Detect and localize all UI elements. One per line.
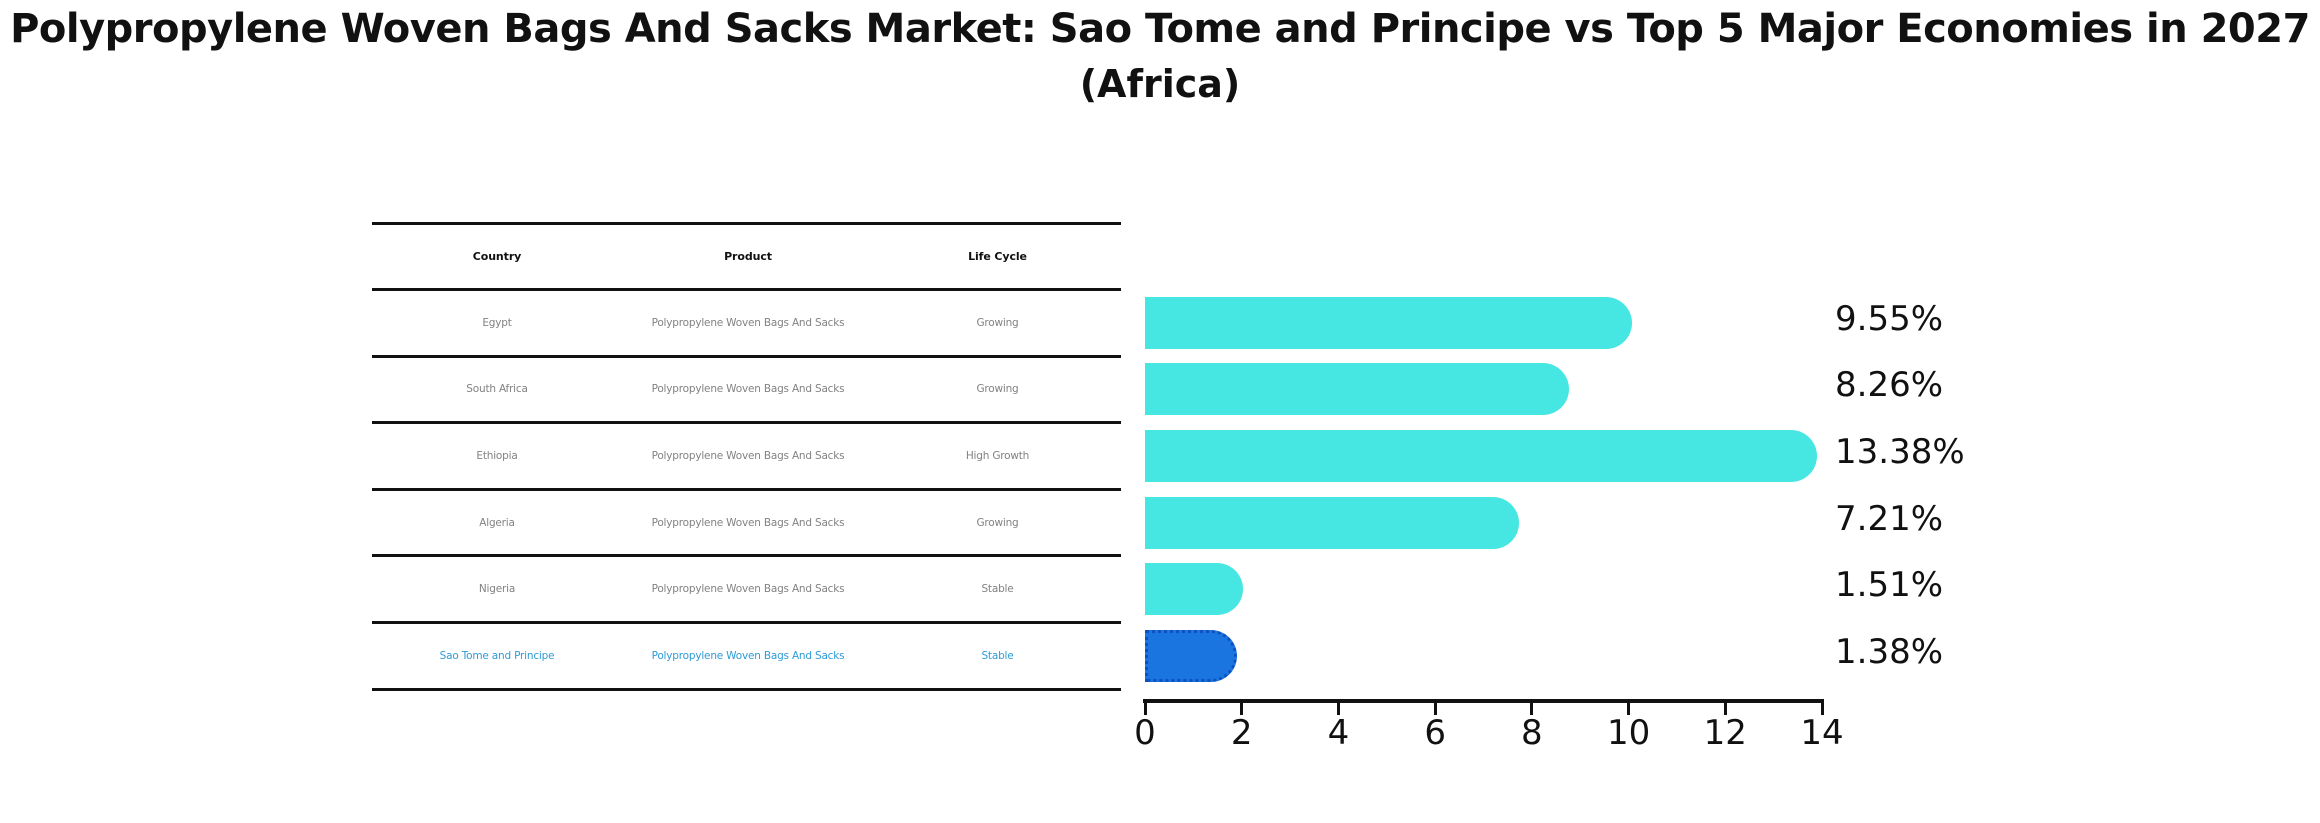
x-axis-tick [1530,703,1534,715]
table-cell: High Growth [965,449,1030,462]
table-row: Ethiopia Polypropylene Woven Bags And Sac… [372,423,1121,490]
table-cell: Polypropylene Woven Bags And Sacks [651,649,845,662]
x-axis-tick-label: 12 [1703,713,1747,753]
x-axis-tick-label: 8 [1521,713,1543,753]
bar-egypt [1145,296,1632,349]
table-cell: Nigeria [478,583,516,596]
chart-title: Polypropylene Woven Bags And Sacks Marke… [10,6,2310,52]
value-label: 7.21% [1835,498,1944,539]
table-cell: Stable [981,583,1014,596]
table-cell: Growing [976,316,1019,329]
x-axis-tick [1433,703,1437,715]
x-axis-tick [1723,703,1727,715]
table-cell: Growing [976,516,1019,529]
table-divider-line [372,554,1121,558]
comparison-table: Country Product Life Cycle Egypt Polypropyle… [372,221,1121,691]
table-divider-line [372,221,1121,225]
table-divider-line [372,487,1121,491]
table-header-cell: Product [724,249,772,263]
value-label: 8.26% [1835,365,1944,406]
table-cell: Algeria [479,516,515,529]
bar-ethiopia [1145,430,1818,482]
table-header-cell: Country [472,249,522,263]
value-label: 1.38% [1835,631,1944,672]
table-row: Nigeria Polypropylene Woven Bags And Sack… [372,556,1121,623]
x-axis-tick-label: 14 [1800,713,1844,753]
x-axis-tick-label: 0 [1134,713,1156,753]
x-axis-tick [1336,703,1340,715]
bar-nigeria [1145,563,1244,616]
table-cell: Polypropylene Woven Bags And Sacks [651,516,845,529]
table-cell: South Africa [466,383,528,396]
table-divider-line [372,620,1121,624]
bar-sao-tome-highlight [1145,629,1237,682]
table-header-row: Country Product Life Cycle [372,223,1121,290]
table-row-highlighted: Sao Tome and Principe Polypropylene Woven… [372,622,1121,689]
table-row: Egypt Polypropylene Woven Bags And Sacks G… [372,290,1121,357]
table-cell: Growing [976,383,1019,396]
table-divider-line [372,288,1121,292]
table-cell: Ethiopia [476,449,518,462]
x-axis-tick [1143,703,1147,715]
x-axis-tick-label: 4 [1327,713,1350,753]
x-axis-tick-label: 10 [1606,713,1651,753]
bar-south-africa [1145,363,1570,416]
table-cell: Polypropylene Woven Bags And Sacks [651,449,845,462]
x-axis-tick-label: 2 [1230,713,1253,753]
chart-subtitle: (Africa) [1079,62,1241,106]
x-axis [1143,699,1825,703]
x-axis-tick-label: 6 [1424,713,1446,753]
table-cell: Sao Tome and Principe [439,649,555,662]
value-label: 13.38% [1835,432,1965,472]
table-divider-line [372,687,1121,691]
table-row: Algeria Polypropylene Woven Bags And Sack… [372,489,1121,556]
table-cell: Polypropylene Woven Bags And Sacks [651,383,845,396]
x-axis-tick [1820,703,1824,715]
x-axis-tick [1240,703,1244,715]
table-cell: Egypt [482,316,512,329]
table-cell: Polypropylene Woven Bags And Sacks [651,583,845,596]
table-row: South Africa Polypropylene Woven Bags And… [372,356,1121,423]
bar-algeria [1145,496,1519,549]
table-divider-line [372,421,1121,425]
table-header-cell: Life Cycle [968,249,1027,263]
table-cell: Polypropylene Woven Bags And Sacks [651,316,845,329]
value-label: 1.51% [1835,565,1944,606]
table-divider-line [372,354,1121,358]
x-axis-tick [1627,703,1631,715]
table-cell: Stable [981,649,1014,662]
value-label: 9.55% [1835,298,1944,339]
